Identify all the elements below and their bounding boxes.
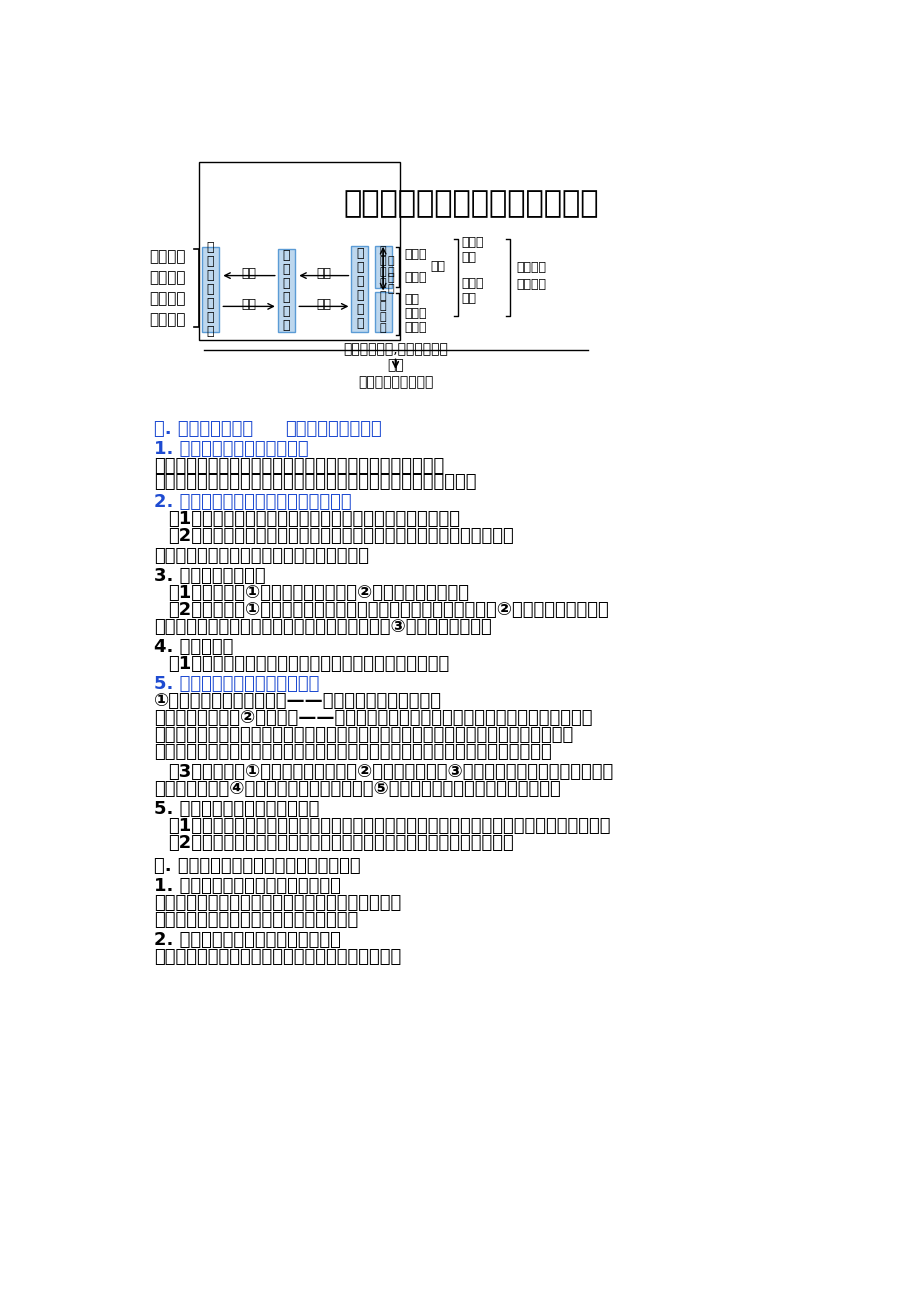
FancyBboxPatch shape bbox=[374, 292, 391, 332]
Text: （1）广泛性：①人民享有广泛的权利②民主主体的广泛性。: （1）广泛性：①人民享有广泛的权利②民主主体的广泛性。 bbox=[167, 585, 468, 603]
Text: （1）人民民主：即对占全国人口绝大多数的人民实行民主；: （1）人民民主：即对占全国人口绝大多数的人民实行民主； bbox=[167, 510, 460, 529]
Text: 保
障: 保 障 bbox=[388, 273, 394, 294]
Text: （1）对象：极少数敌对分子、敌对势力和各种犯罪分子。: （1）对象：极少数敌对分子、敌对势力和各种犯罪分子。 bbox=[167, 655, 448, 673]
Text: 2. 我国公民政治权利和义务的地位：: 2. 我国公民政治权利和义务的地位： bbox=[153, 931, 340, 949]
Text: 民主管理: 民主管理 bbox=[149, 292, 186, 306]
Text: 反映: 反映 bbox=[242, 298, 256, 311]
Text: 人
民
民
主: 人 民 民 主 bbox=[380, 246, 386, 288]
Text: 高一政治生活第一单元知识体系: 高一政治生活第一单元知识体系 bbox=[344, 190, 598, 219]
Text: 要求: 要求 bbox=[387, 358, 403, 372]
Text: 1. 我国的国家性质（国体）：: 1. 我国的国家性质（国体）： bbox=[153, 440, 308, 457]
Text: 新要求: 新要求 bbox=[403, 320, 426, 333]
Text: 民主专政的社会主义国家（简述为人民民主专政的社会主义国家）。: 民主专政的社会主义国家（简述为人民民主专政的社会主义国家）。 bbox=[153, 474, 476, 491]
Text: 体现: 体现 bbox=[430, 260, 445, 273]
Text: 二. 政治权利和义务：参与政治生活的准则: 二. 政治权利和义务：参与政治生活的准则 bbox=[153, 857, 360, 875]
Text: 对象: 对象 bbox=[403, 293, 419, 306]
FancyBboxPatch shape bbox=[278, 249, 294, 332]
Text: 人
民
当
家
作
主: 人 民 当 家 作 主 bbox=[282, 249, 289, 332]
Text: 项基本原则之一，②政治保证——只有坚持人民民主专政，才能调动亿万人民群众投身社: 项基本原则之一，②政治保证——只有坚持人民民主专政，才能调动亿万人民群众投身社 bbox=[153, 710, 592, 727]
Text: 我们全部政治生活是以依法行使政治权利、履行政治: 我们全部政治生活是以依法行使政治权利、履行政治 bbox=[153, 948, 401, 966]
Text: （2）两者相辅相成互为前提。民主是专政的基础，专政是民主的保障。: （2）两者相辅相成互为前提。民主是专政的基础，专政是民主的保障。 bbox=[167, 833, 513, 852]
Text: 本质: 本质 bbox=[316, 267, 332, 280]
Text: 4. 专政职能：: 4. 专政职能： bbox=[153, 638, 233, 656]
Text: 会的进步，广大人民的利益得到日益充分的实现；③尊重和保障人权。: 会的进步，广大人民的利益得到日益充分的实现；③尊重和保障人权。 bbox=[153, 618, 491, 637]
Text: 5. 坚持人民民主专政的必要性：: 5. 坚持人民民主专政的必要性： bbox=[153, 676, 319, 693]
Text: 中华人民共和国是工人阶级领导的、以工农联盟为基础的人民: 中华人民共和国是工人阶级领导的、以工农联盟为基础的人民 bbox=[153, 457, 444, 474]
Text: 人
民
民
主
专
政: 人 民 民 主 专 政 bbox=[356, 247, 363, 331]
Text: （2）真实性：①人民当家作主的权利有制度、法律和物质的保障；②随着经济的发展和社: （2）真实性：①人民当家作主的权利有制度、法律和物质的保障；②随着经济的发展和社 bbox=[167, 602, 607, 620]
Text: 专
政
职
能: 专 政 职 能 bbox=[380, 290, 386, 333]
Text: 政治性
义务: 政治性 义务 bbox=[461, 277, 483, 305]
Text: 会主义现代化建设的积极性；才能保障人民民主，只有坚持国家的专政职能，打击一切破: 会主义现代化建设的积极性；才能保障人民民主，只有坚持国家的专政职能，打击一切破 bbox=[153, 727, 573, 743]
FancyBboxPatch shape bbox=[374, 246, 391, 288]
Text: 本质是人民当家作主: 本质是人民当家作主 bbox=[285, 419, 381, 437]
Text: 一. 人民民主专政：: 一. 人民民主专政： bbox=[153, 419, 253, 437]
Text: 3. 人民民主的特点：: 3. 人民民主的特点： bbox=[153, 568, 265, 586]
Text: 坏社会主义建设的敌对分子和敌对势力，才能保障人民民主，维护国家的长治久安。: 坏社会主义建设的敌对分子和敌对势力，才能保障人民民主，维护国家的长治久安。 bbox=[153, 743, 550, 760]
Text: 1. 我国公民政治权利和义务的特点：: 1. 我国公民政治权利和义务的特点： bbox=[153, 878, 340, 894]
Text: （1）两者相互区别相互对立。民主只适用于人民内部，专政则适用于敌对势力和敌对分子。: （1）两者相互区别相互对立。民主只适用于人民内部，专政则适用于敌对势力和敌对分子… bbox=[167, 816, 609, 835]
FancyBboxPatch shape bbox=[351, 246, 368, 332]
Text: 广泛性: 广泛性 bbox=[403, 249, 426, 262]
Text: 民主监督: 民主监督 bbox=[149, 312, 186, 327]
Text: 务的政府职能；④发展和繁荣社会主义文化；⑤改善民生，构建社会主义和谐社会。: 务的政府职能；④发展和繁荣社会主义文化；⑤改善民生，构建社会主义和谐社会。 bbox=[153, 780, 560, 798]
Text: 公民的权利是法定的、神圣的、不可非法剥夺的；公: 公民的权利是法定的、神圣的、不可非法剥夺的；公 bbox=[153, 894, 401, 911]
Text: 公民有序的政治参与: 公民有序的政治参与 bbox=[357, 375, 433, 389]
Text: 体现: 体现 bbox=[316, 298, 332, 311]
Text: 2. 我国国体（人民民主专政）的特点：: 2. 我国国体（人民民主专政）的特点： bbox=[153, 493, 351, 512]
Text: 政治性
权利: 政治性 权利 bbox=[461, 236, 483, 264]
Text: 表现: 表现 bbox=[242, 267, 256, 280]
Text: ①四项基本原则是立国之本——坚持人民民主专政作为四: ①四项基本原则是立国之本——坚持人民民主专政作为四 bbox=[153, 693, 441, 710]
Text: 参与政治生活,把握基本原则: 参与政治生活,把握基本原则 bbox=[343, 341, 448, 355]
Text: 民的义务是法定的、庄严的、不容推卸的。: 民的义务是法定的、庄严的、不容推卸的。 bbox=[153, 911, 357, 928]
Text: 基
础: 基 础 bbox=[388, 256, 394, 277]
Text: 5. 我国民主与专政的辨证关系：: 5. 我国民主与专政的辨证关系： bbox=[153, 799, 319, 818]
Text: 必要性: 必要性 bbox=[403, 307, 426, 320]
Text: 公
民
的
政
治
参
与: 公 民 的 政 治 参 与 bbox=[207, 241, 214, 339]
FancyBboxPatch shape bbox=[201, 247, 219, 332]
Text: 民主决策: 民主决策 bbox=[149, 271, 186, 285]
Text: 因此，人民民主专政的本质是人民当家作主。: 因此，人民民主专政的本质是人民当家作主。 bbox=[153, 547, 369, 565]
Text: （3）新要求：①扩大社会主义民主；②实行依法治国；③强化为社会主义经济社会建设服: （3）新要求：①扩大社会主义民主；②实行依法治国；③强化为社会主义经济社会建设服 bbox=[167, 763, 612, 781]
Text: 真实性: 真实性 bbox=[403, 271, 426, 284]
Text: 积极参与
政治生活: 积极参与 政治生活 bbox=[516, 260, 546, 290]
Text: 民主选举: 民主选举 bbox=[149, 249, 186, 264]
Text: （2）专政职能：即对极少数敌视和破坏社会主义事业的敌人实行专政。: （2）专政职能：即对极少数敌视和破坏社会主义事业的敌人实行专政。 bbox=[167, 527, 513, 546]
